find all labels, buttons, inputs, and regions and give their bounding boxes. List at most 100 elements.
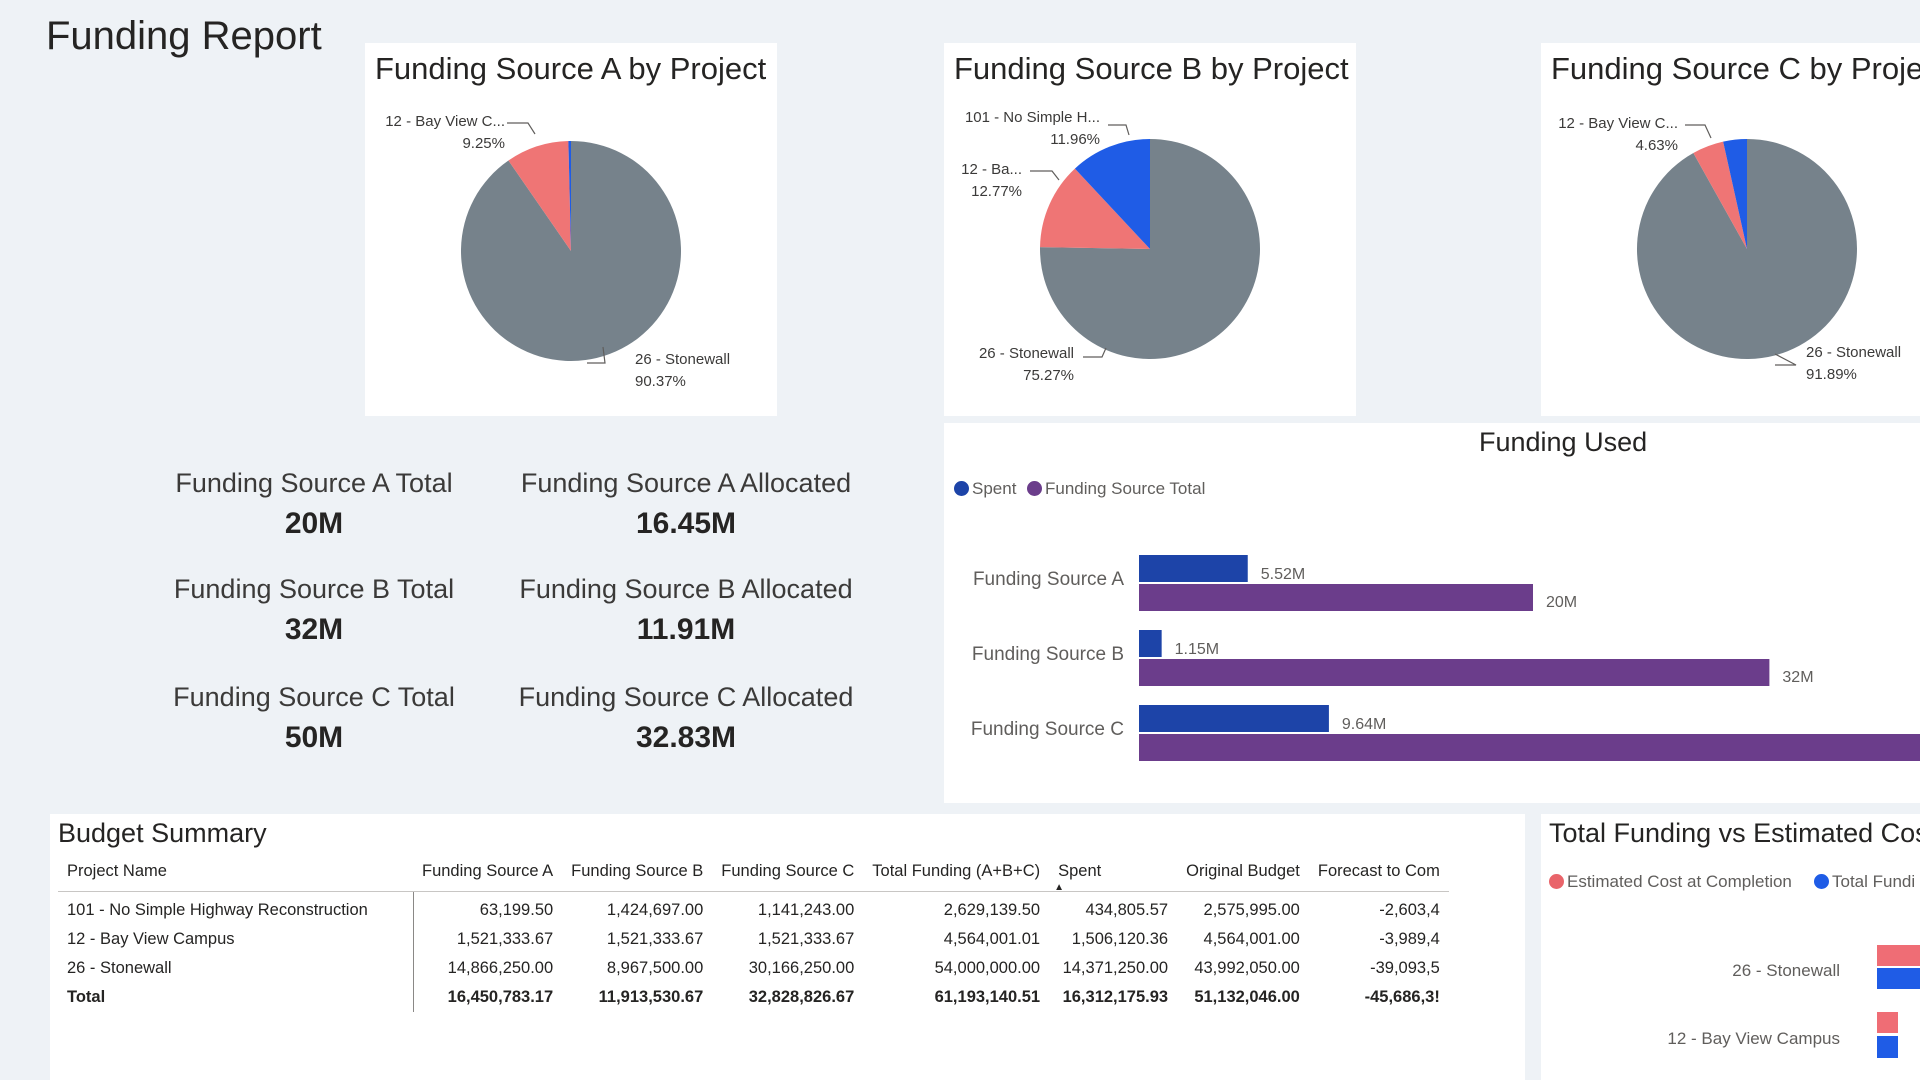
pie-slice[interactable]: [1040, 139, 1261, 359]
bar-value-label: 20M: [1546, 594, 1577, 611]
kpi-label: Funding Source A Total: [175, 468, 453, 498]
leader-line: [1108, 124, 1130, 136]
cost-vs-funding-card[interactable]: Total Funding vs Estimated Cost Estimate…: [1541, 814, 1920, 1080]
pie-card-c[interactable]: Funding Source C by Proje 26 - Stonewall…: [1541, 43, 1920, 416]
column-header-spent[interactable]: Spent ▲: [1049, 854, 1178, 893]
table-cell: 2,629,139.50: [943, 901, 1041, 919]
kpi-label: Funding Source A Allocated: [520, 468, 852, 498]
table-cell: 4,564,001.00: [1203, 930, 1300, 948]
column-header[interactable]: Funding Source B: [562, 854, 713, 892]
bar-estimated-cost-stonewall[interactable]: [1877, 945, 1920, 966]
legend-estimated-cost[interactable]: Estimated Cost at Completion: [1549, 872, 1792, 892]
slice-label: 101 - No Simple H...: [965, 109, 1100, 126]
bar-funding-total[interactable]: [1139, 734, 1920, 761]
bar-estimated-cost-bay-view[interactable]: [1877, 1012, 1898, 1033]
table-cell: 1,141,243.00: [757, 901, 855, 919]
slice-percent-label: 90.37%: [635, 373, 686, 390]
table-cell: 16,450,783.17: [447, 988, 554, 1006]
pie-slice[interactable]: [461, 141, 682, 361]
table-header-row: Project Name Funding Source A Funding So…: [58, 854, 1449, 893]
pie-slice[interactable]: [1723, 139, 1747, 249]
kpi-label: Funding Source C Allocated: [518, 682, 854, 712]
slice-label: 12 - Bay View C...: [385, 113, 505, 130]
budget-summary-card[interactable]: Budget Summary Project Name Funding Sour…: [50, 814, 1525, 1080]
pie-slice[interactable]: [1074, 139, 1150, 249]
legend-label: Funding Source Total: [1045, 479, 1206, 498]
table-row[interactable]: 26 - Stonewall 14,866,250.00 8,967,500.0…: [58, 954, 1449, 983]
pie-title-a: Funding Source A by Project: [375, 51, 767, 86]
bar-spent[interactable]: [1139, 705, 1329, 732]
funding-used-title: Funding Used: [1479, 427, 1648, 457]
pie-slice[interactable]: [568, 140, 571, 251]
table-cell: 32,828,826.67: [748, 988, 855, 1006]
slice-percent-label: 91.89%: [1806, 366, 1857, 383]
bar-funding-total[interactable]: [1139, 659, 1770, 686]
column-header-label: Spent: [1058, 862, 1102, 880]
pie-slice[interactable]: [508, 141, 571, 251]
table-cell: 63,199.50: [479, 901, 554, 919]
table-cell: 434,805.57: [1085, 901, 1169, 919]
kpi-source-a-allocated: Funding Source A Allocated 16.45M: [506, 468, 866, 541]
bar-value-label: 5.52M: [1261, 566, 1305, 583]
table-cell: 1,521,333.67: [606, 930, 704, 948]
table-cell: 51,132,046.00: [1194, 988, 1300, 1006]
bar-funding-total[interactable]: [1139, 584, 1533, 611]
table-cell: 14,371,250.00: [1062, 959, 1169, 977]
category-label: Funding Source B: [972, 644, 1124, 665]
legend-label: Spent: [972, 479, 1017, 498]
kpi-label: Funding Source B Total: [173, 574, 455, 604]
column-header[interactable]: Project Name: [58, 854, 413, 892]
table-cell: 1,521,333.67: [757, 930, 855, 948]
pie-slice[interactable]: [1693, 141, 1747, 249]
table-cell: 43,992,050.00: [1194, 959, 1300, 977]
pie-slice[interactable]: [1040, 168, 1150, 249]
slice-label: 12 - Bay View C...: [1558, 115, 1678, 132]
legend-spent[interactable]: Spent: [954, 479, 1016, 499]
slice-percent-label: 12.77%: [971, 183, 1022, 200]
pie-card-a[interactable]: Funding Source A by Project 26 - Stonewa…: [365, 43, 777, 416]
table-cell: 26 - Stonewall: [58, 954, 414, 983]
pie-card-b[interactable]: Funding Source B by Project 26 - Stonewa…: [944, 43, 1356, 416]
column-header[interactable]: Forecast to Com: [1308, 854, 1449, 892]
budget-table: Project Name Funding Source A Funding So…: [58, 854, 1449, 1012]
table-cell: 4,564,001.01: [943, 930, 1041, 948]
slice-label: 26 - Stonewall: [635, 351, 730, 368]
column-header[interactable]: Original Budget: [1177, 854, 1309, 892]
column-header[interactable]: Funding Source C: [712, 854, 864, 892]
funding-used-card[interactable]: Funding Used Spent Funding Source Total …: [944, 423, 1920, 803]
table-cell: -39,093,5: [1370, 959, 1440, 977]
kpi-source-b-allocated: Funding Source B Allocated 11.91M: [506, 574, 866, 647]
kpi-value: 50M: [284, 721, 344, 754]
bar-spent[interactable]: [1139, 630, 1162, 657]
slice-percent-label: 4.63%: [1635, 137, 1678, 154]
table-cell: -45,686,3!: [1364, 988, 1440, 1006]
bar-total-funding-stonewall[interactable]: [1877, 968, 1920, 989]
kpi-source-b-total: Funding Source B Total 32M: [134, 574, 494, 647]
legend-total-funding[interactable]: Total Fundi: [1814, 872, 1915, 892]
legend-funding-source-total[interactable]: Funding Source Total: [1027, 479, 1205, 499]
pie-slice[interactable]: [1636, 139, 1857, 359]
category-label: 12 - Bay View Campus: [1667, 1029, 1840, 1048]
column-header[interactable]: Total Funding (A+B+C): [863, 854, 1050, 892]
table-row[interactable]: 101 - No Simple Highway Reconstruction 6…: [58, 891, 1449, 925]
slice-percent-label: 75.27%: [1023, 367, 1074, 384]
kpi-value: 32M: [284, 613, 344, 646]
kpi-value: 16.45M: [635, 507, 737, 540]
table-cell: 30,166,250.00: [748, 959, 855, 977]
leader-line: [1774, 353, 1797, 366]
kpi-value: 32.83M: [635, 721, 737, 754]
legend-label: Total Fundi: [1832, 872, 1916, 891]
pie-chart-b: 26 - Stonewall 75.27% 12 - Ba... 12.77% 101 …: [961, 109, 1261, 384]
table-total-row[interactable]: Total 16,450,783.17 11,913,530.67 32,828…: [58, 983, 1449, 1012]
legend-dot-total: [1027, 481, 1042, 496]
kpi-label: Funding Source B Allocated: [519, 574, 853, 604]
column-header[interactable]: Funding Source A: [413, 854, 563, 892]
bar-total-funding-bay-view[interactable]: [1877, 1036, 1898, 1058]
table-row[interactable]: 12 - Bay View Campus 1,521,333.67 1,521,…: [58, 925, 1449, 954]
table-cell: 1,506,120.36: [1071, 930, 1169, 948]
pie-chart-a: 26 - Stonewall 90.37% 12 - Bay View C... 9.…: [385, 113, 730, 390]
table-cell: 2,575,995.00: [1203, 901, 1300, 919]
bar-spent[interactable]: [1139, 555, 1248, 582]
slice-percent-label: 11.96%: [1050, 131, 1100, 148]
table-cell: 14,866,250.00: [447, 959, 554, 977]
